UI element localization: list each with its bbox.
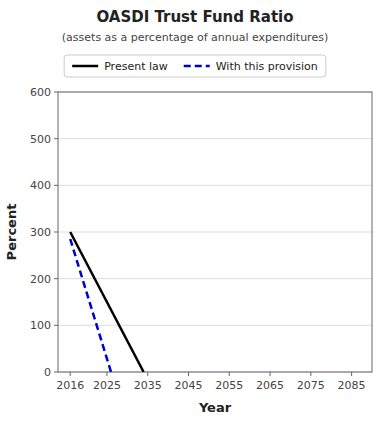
plot-frame <box>58 92 372 372</box>
x-tick-label: 2035 <box>134 379 162 392</box>
axes: 0 100 200 300 400 500 600 2016 2025 2035 2045 2055 2… <box>30 86 372 392</box>
y-axis-label: Percent <box>4 204 19 261</box>
x-tick-label: 2016 <box>56 379 84 392</box>
x-tick <box>106 372 107 376</box>
legend-label: With this provision <box>216 60 318 73</box>
grid-line <box>58 138 372 139</box>
y-tick <box>54 185 58 186</box>
grid-line <box>58 232 372 233</box>
legend: Present law With this provision <box>64 55 326 77</box>
y-tick-label: 300 <box>30 226 51 239</box>
legend-item: With this provision <box>184 60 318 73</box>
subtitle: (assets as a percentage of annual expend… <box>62 31 328 44</box>
x-tick-label: 2085 <box>338 379 366 392</box>
legend-label: Present law <box>104 60 168 73</box>
data-lines <box>70 232 143 372</box>
grid <box>58 92 372 372</box>
x-tick <box>147 372 148 376</box>
legend-box <box>64 55 326 77</box>
legend-swatch <box>184 65 210 68</box>
y-tick <box>54 92 58 93</box>
y-tick-label: 600 <box>30 86 51 99</box>
chart: OASDI Trust Fund Ratio (assets as a perce… <box>0 0 390 432</box>
x-tick-label: 2045 <box>174 379 202 392</box>
y-tick-label: 0 <box>44 366 51 379</box>
title: OASDI Trust Fund Ratio <box>96 8 293 26</box>
x-tick-label: 2055 <box>215 379 243 392</box>
y-tick-label: 200 <box>30 273 51 286</box>
series-line <box>70 232 143 372</box>
y-tick <box>54 372 58 373</box>
x-tick-label: 2025 <box>93 379 121 392</box>
y-tick <box>54 232 58 233</box>
legend-item: Present law <box>72 60 168 73</box>
y-tick <box>54 325 58 326</box>
grid-line <box>58 278 372 279</box>
grid-line <box>58 325 372 326</box>
series-line <box>70 239 111 372</box>
x-tick <box>351 372 352 376</box>
y-tick <box>54 138 58 139</box>
x-axis-label: Year <box>198 400 232 415</box>
x-tick-label: 2075 <box>297 379 325 392</box>
x-tick <box>310 372 311 376</box>
y-tick-label: 100 <box>30 319 51 332</box>
x-tick <box>70 372 71 376</box>
y-tick-label: 500 <box>30 133 51 146</box>
x-tick <box>188 372 189 376</box>
y-tick-label: 400 <box>30 179 51 192</box>
grid-line <box>58 185 372 186</box>
x-tick <box>229 372 230 376</box>
legend-swatch <box>72 65 98 68</box>
x-tick-label: 2065 <box>256 379 284 392</box>
x-tick <box>270 372 271 376</box>
y-tick <box>54 278 58 279</box>
